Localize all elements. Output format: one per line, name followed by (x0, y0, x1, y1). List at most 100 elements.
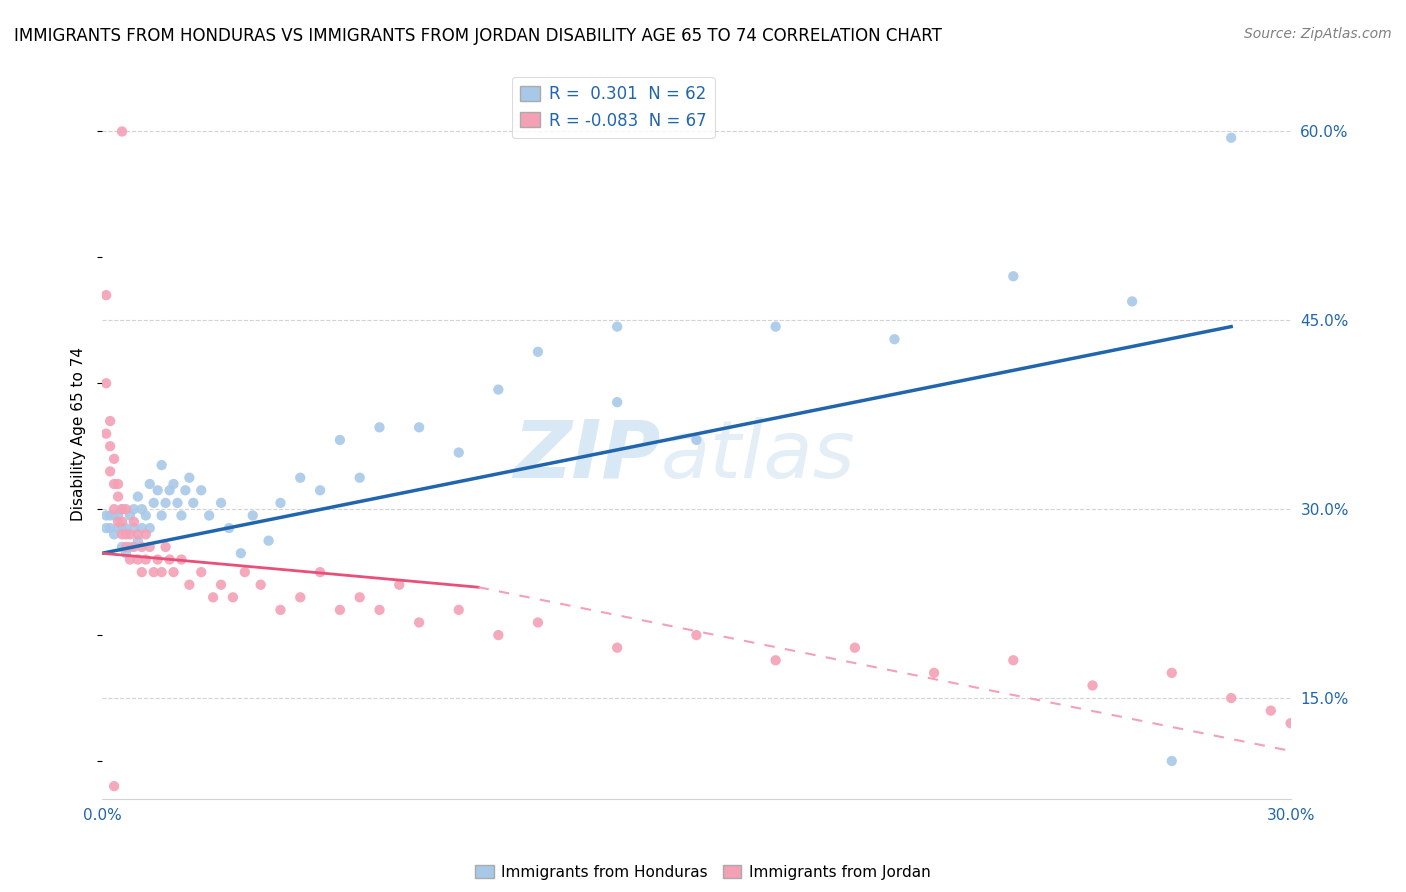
Point (111, 521, 134, 535)
Point (122, 540, 145, 554)
Point (150, 458, 173, 472)
Point (309, 565, 332, 579)
Point (368, 420, 391, 434)
Point (388, 578, 411, 592)
Point (159, 483, 181, 498)
Point (1220, 130, 1243, 145)
Point (103, 508, 125, 523)
Point (202, 591, 225, 605)
Point (122, 502, 145, 516)
Point (103, 451, 125, 466)
Legend: R =  0.301  N = 62, R = -0.083  N = 67: R = 0.301 N = 62, R = -0.083 N = 67 (512, 77, 714, 138)
Point (131, 521, 153, 535)
Point (883, 332, 905, 346)
Point (98, 414, 121, 428)
Point (290, 591, 312, 605)
Point (329, 603, 352, 617)
Point (115, 546, 138, 560)
Point (166, 496, 188, 510)
Point (127, 527, 149, 541)
Point (127, 552, 149, 566)
Point (1260, 704, 1282, 718)
Point (309, 483, 332, 498)
Point (606, 640, 628, 655)
Point (486, 383, 509, 397)
Point (150, 565, 173, 579)
Point (179, 471, 201, 485)
Point (135, 552, 157, 566)
Point (131, 540, 153, 554)
Point (190, 565, 212, 579)
Point (107, 490, 129, 504)
Point (115, 521, 138, 535)
Point (135, 508, 157, 523)
Point (527, 615, 550, 630)
Point (1002, 653, 1025, 667)
Point (103, 477, 125, 491)
Point (257, 533, 280, 548)
Point (98, 521, 121, 535)
Point (844, 640, 866, 655)
Point (1121, 294, 1143, 309)
Point (118, 508, 141, 523)
Point (127, 490, 149, 504)
Point (1220, 691, 1243, 706)
Point (103, 779, 125, 793)
Point (190, 483, 212, 498)
Text: IMMIGRANTS FROM HONDURAS VS IMMIGRANTS FROM JORDAN DISABILITY AGE 65 TO 74 CORRE: IMMIGRANTS FROM HONDURAS VS IMMIGRANTS F… (14, 27, 942, 45)
Point (115, 540, 138, 554)
Point (135, 527, 157, 541)
Point (159, 552, 181, 566)
Point (218, 521, 240, 535)
Point (486, 628, 509, 642)
Point (118, 527, 141, 541)
Point (131, 502, 153, 516)
Point (329, 433, 352, 447)
Point (685, 628, 707, 642)
Point (111, 502, 134, 516)
Point (96, 508, 118, 523)
Point (170, 508, 193, 523)
Point (139, 477, 162, 491)
Point (269, 603, 291, 617)
Point (98, 464, 121, 478)
Point (179, 578, 201, 592)
Legend: Immigrants from Honduras, Immigrants from Jordan: Immigrants from Honduras, Immigrants fro… (471, 860, 935, 884)
Point (155, 540, 177, 554)
Point (527, 344, 550, 359)
Point (181, 496, 204, 510)
Point (118, 540, 141, 554)
Point (408, 420, 430, 434)
Text: Source: ZipAtlas.com: Source: ZipAtlas.com (1244, 27, 1392, 41)
Point (96, 376, 118, 391)
Point (229, 546, 252, 560)
Text: ZIP: ZIP (513, 417, 661, 494)
Point (249, 578, 271, 592)
Point (98, 439, 121, 453)
Point (174, 483, 197, 498)
Point (111, 515, 134, 529)
Point (139, 540, 162, 554)
Point (142, 565, 165, 579)
Point (103, 527, 125, 541)
Point (146, 552, 169, 566)
Point (242, 508, 264, 523)
Point (1160, 754, 1182, 768)
Point (111, 527, 134, 541)
Point (103, 502, 125, 516)
Point (349, 591, 371, 605)
Point (349, 471, 371, 485)
Point (118, 552, 141, 566)
Point (408, 615, 430, 630)
Point (111, 124, 134, 138)
Point (209, 578, 232, 592)
Point (146, 483, 169, 498)
Point (131, 565, 153, 579)
Point (447, 445, 470, 459)
Point (96, 521, 118, 535)
Point (922, 665, 945, 680)
Point (170, 552, 193, 566)
Point (111, 540, 134, 554)
Point (111, 502, 134, 516)
Point (107, 508, 129, 523)
